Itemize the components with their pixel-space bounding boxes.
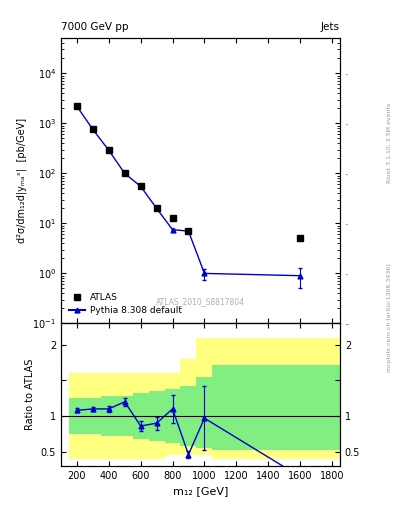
Text: ATLAS_2010_S8817804: ATLAS_2010_S8817804: [156, 297, 245, 306]
Y-axis label: Ratio to ATLAS: Ratio to ATLAS: [25, 359, 35, 431]
Legend: ATLAS, Pythia 8.308 default: ATLAS, Pythia 8.308 default: [65, 289, 185, 319]
Text: Jets: Jets: [321, 22, 340, 32]
Y-axis label: d²σ/dm₁₂d|yₘₐˣ|  [pb/GeV]: d²σ/dm₁₂d|yₘₐˣ| [pb/GeV]: [16, 118, 27, 244]
Text: 7000 GeV pp: 7000 GeV pp: [61, 22, 129, 32]
X-axis label: m₁₂ [GeV]: m₁₂ [GeV]: [173, 486, 228, 496]
Text: Rivet 3.1.10, 3.5M events: Rivet 3.1.10, 3.5M events: [387, 103, 392, 183]
Text: mcplots.cern.ch [arXiv:1306.3436]: mcplots.cern.ch [arXiv:1306.3436]: [387, 263, 392, 372]
